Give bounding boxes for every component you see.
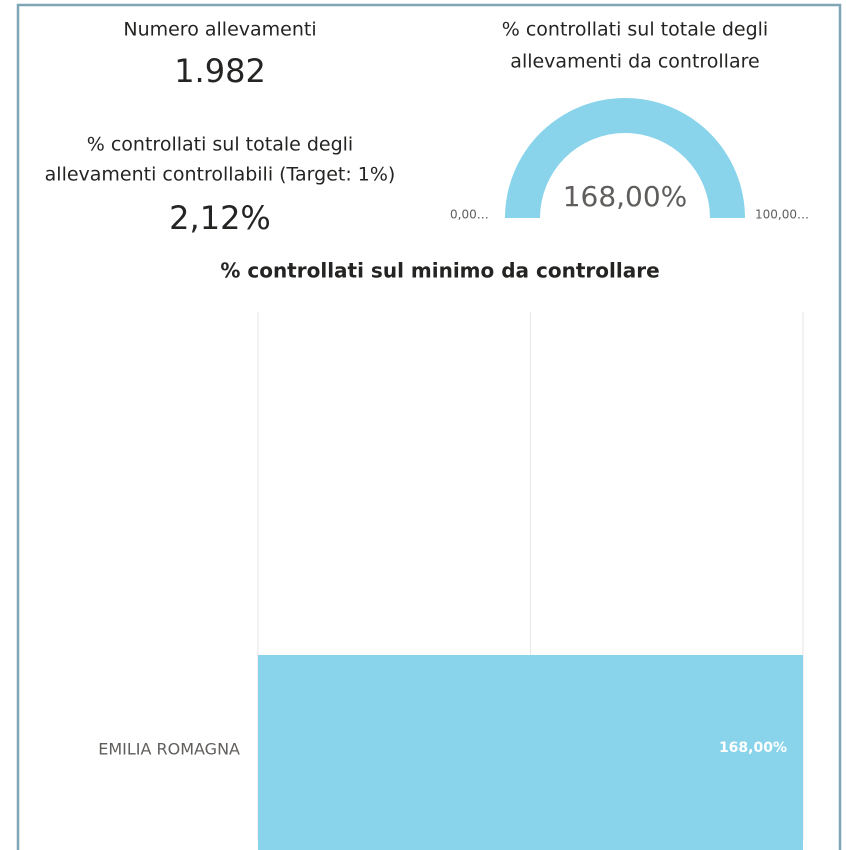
gauge-title: % controllati sul totale degli bbox=[502, 19, 768, 41]
gauge-max: 100,00… bbox=[755, 208, 809, 222]
category-label: EMILIA ROMAGNA bbox=[98, 740, 240, 759]
gauge-value: 168,00% bbox=[563, 180, 688, 213]
data-label: 168,00% bbox=[719, 740, 787, 756]
gauge-title: allevamenti da controllare bbox=[510, 51, 759, 73]
chart-title: % controllati sul minimo da controllare bbox=[220, 259, 659, 283]
card-label: % controllati sul totale degli bbox=[87, 134, 353, 156]
frame bbox=[16, 3, 842, 850]
card-label: Numero allevamenti bbox=[123, 19, 316, 41]
gauge-min: 0,00… bbox=[450, 208, 489, 222]
gauge-arc bbox=[505, 98, 745, 218]
card-label: allevamenti controllabili (Target: 1%) bbox=[45, 164, 396, 186]
card-value: 1.982 bbox=[174, 52, 266, 90]
card-value: 2,12% bbox=[169, 199, 271, 237]
bar bbox=[258, 655, 803, 850]
